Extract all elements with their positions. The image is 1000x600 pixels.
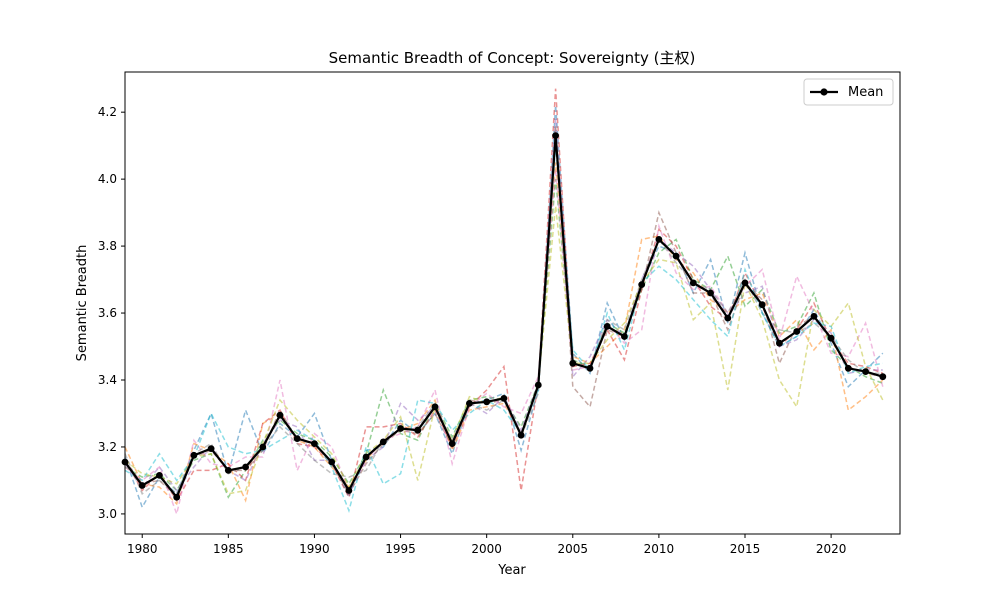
y-tick-label-3.4: 3.4 bbox=[98, 373, 117, 387]
mean-point-2008 bbox=[621, 333, 628, 340]
y-tick-label-3.6: 3.6 bbox=[98, 306, 117, 320]
mean-line bbox=[124, 135, 884, 500]
mean-point-1992 bbox=[345, 487, 353, 494]
mean-point-1993 bbox=[362, 453, 370, 461]
run-line-7 bbox=[124, 169, 884, 517]
mean-point-1991 bbox=[328, 458, 336, 466]
mean-point-2012 bbox=[689, 279, 697, 287]
mean-point-2006 bbox=[586, 364, 594, 372]
mean-point-1981 bbox=[156, 472, 163, 479]
plot-frame bbox=[124, 71, 901, 535]
mean-point-1982 bbox=[173, 493, 181, 501]
x-tick-label-2000: 2000 bbox=[471, 542, 502, 556]
run-line-9 bbox=[124, 205, 884, 495]
individual-runs bbox=[124, 88, 884, 517]
legend-box bbox=[803, 78, 894, 106]
run-line-4 bbox=[124, 88, 884, 502]
mean-point-1998 bbox=[448, 440, 456, 447]
mean-point-2014 bbox=[724, 314, 732, 322]
mean-point-2005 bbox=[569, 359, 577, 367]
mean-point-1980 bbox=[138, 482, 146, 489]
mean-point-1996 bbox=[414, 426, 422, 434]
mean-point-1984 bbox=[207, 445, 215, 452]
mean-point-2001 bbox=[500, 395, 508, 402]
mean-point-2021 bbox=[844, 364, 852, 372]
x-tick-label-1985: 1985 bbox=[213, 542, 244, 556]
mean-point-2020 bbox=[827, 334, 835, 342]
mean-point-1997 bbox=[431, 403, 439, 411]
x-axis-label: Year bbox=[497, 563, 526, 578]
mean-point-2018 bbox=[793, 328, 801, 335]
mean-point-2007 bbox=[603, 323, 611, 330]
x-tick-label-2005: 2005 bbox=[558, 542, 589, 556]
x-axis: 1980 1985 1990 1995 2000 2005 2010 2015 2020 bbox=[127, 534, 846, 556]
y-axis: 3.0 3.2 3.4 3.6 3.8 4.0 4.2 bbox=[98, 105, 125, 521]
mean-point-2003 bbox=[534, 381, 542, 389]
mean-point-1999 bbox=[466, 400, 473, 407]
mean-point-2010 bbox=[655, 236, 663, 243]
mean-point-2013 bbox=[707, 289, 714, 297]
mean-point-2011 bbox=[672, 252, 680, 260]
x-tick-label-2020: 2020 bbox=[816, 542, 847, 556]
x-tick-label-1995: 1995 bbox=[385, 542, 416, 556]
run-line-2 bbox=[124, 162, 884, 506]
run-line-3 bbox=[124, 179, 884, 499]
mean-point-1986 bbox=[242, 463, 250, 471]
run-line-8 bbox=[124, 135, 883, 495]
mean-point-1985 bbox=[224, 467, 232, 474]
x-tick-label-1990: 1990 bbox=[299, 542, 330, 556]
mean-point-2016 bbox=[758, 301, 766, 309]
mean-point-2023 bbox=[879, 373, 887, 381]
mean-point-2002 bbox=[517, 431, 525, 439]
y-tick-label-3.2: 3.2 bbox=[98, 440, 117, 454]
mean-point-2000 bbox=[483, 398, 491, 406]
mean-point-2004 bbox=[552, 132, 559, 140]
x-tick-label-2015: 2015 bbox=[730, 542, 761, 556]
legend: Mean bbox=[803, 78, 894, 106]
mean-point-1989 bbox=[293, 435, 301, 442]
run-line-1 bbox=[124, 105, 884, 510]
mean-series bbox=[121, 132, 887, 501]
x-tick-label-1980: 1980 bbox=[127, 542, 158, 556]
y-axis-label: Semantic Breadth bbox=[75, 245, 90, 362]
legend-mean-marker bbox=[820, 88, 828, 96]
mean-point-1994 bbox=[379, 438, 387, 446]
mean-point-1987 bbox=[259, 443, 267, 451]
mean-point-2009 bbox=[638, 281, 646, 288]
legend-mean-label: Mean bbox=[848, 85, 883, 100]
mean-point-1995 bbox=[397, 425, 404, 432]
chart-title: Semantic Breadth of Concept: Sovereignty… bbox=[329, 49, 696, 67]
mean-point-1983 bbox=[190, 451, 198, 459]
y-tick-label-3.8: 3.8 bbox=[98, 239, 117, 253]
mean-point-1988 bbox=[276, 411, 284, 419]
y-tick-label-3: 3.0 bbox=[98, 507, 117, 521]
mean-point-2015 bbox=[741, 279, 749, 287]
x-tick-label-2010: 2010 bbox=[644, 542, 675, 556]
y-tick-label-4.2: 4.2 bbox=[98, 105, 117, 119]
mean-point-2022 bbox=[862, 368, 869, 375]
y-tick-label-4: 4.0 bbox=[98, 172, 117, 186]
mean-point-2017 bbox=[776, 339, 783, 347]
mean-point-2019 bbox=[810, 313, 818, 320]
mean-point-1990 bbox=[311, 440, 318, 447]
